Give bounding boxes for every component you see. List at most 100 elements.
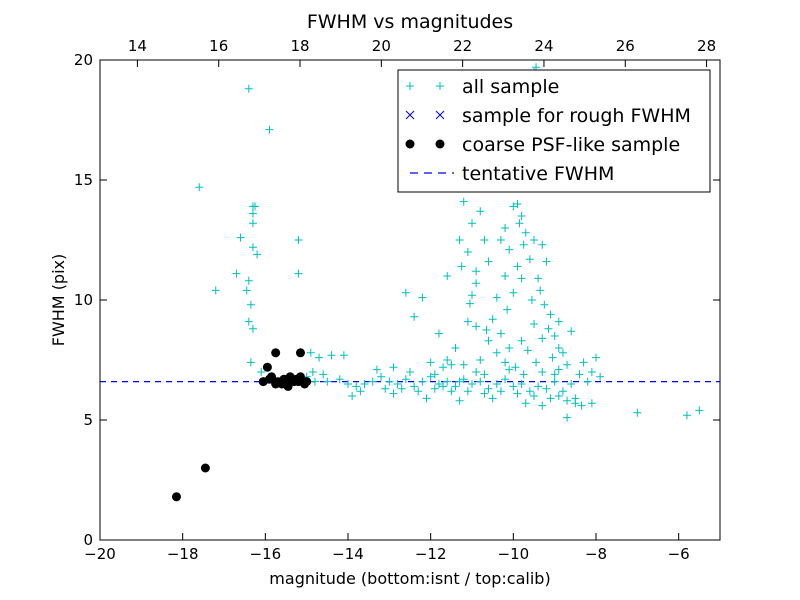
- x-tick-label: −8: [585, 545, 607, 563]
- all-sample-point: [527, 296, 536, 304]
- all-sample-point: [554, 344, 563, 352]
- all-sample-point: [563, 396, 572, 405]
- all-sample-point: [389, 389, 398, 398]
- legend-swatch-all-sample: [436, 82, 444, 90]
- psf-sample-point: [271, 348, 281, 358]
- all-sample-point: [509, 288, 518, 297]
- all-sample-point: [195, 183, 204, 192]
- legend-swatch-coarse-psf-like-sample: [435, 139, 445, 149]
- all-sample-point: [682, 411, 691, 420]
- series-all-sample: [195, 63, 704, 422]
- y-tick-label: 15: [74, 171, 93, 189]
- y-tick-label: 5: [83, 411, 93, 429]
- all-sample-point: [577, 401, 586, 410]
- all-sample-point: [482, 326, 491, 334]
- all-sample-point: [414, 387, 423, 396]
- all-sample-point: [546, 310, 555, 319]
- all-sample-point: [463, 317, 472, 326]
- legend-box: [397, 69, 711, 193]
- x-tick-label: −14: [332, 545, 364, 563]
- all-sample-point: [406, 368, 414, 376]
- all-sample-point: [418, 377, 427, 386]
- all-sample-point: [530, 320, 538, 328]
- all-sample-point: [327, 351, 336, 360]
- all-sample-point: [558, 387, 567, 396]
- all-sample-point: [550, 332, 559, 340]
- legend-label-tentative-fwhm: tentative FWHM: [462, 163, 614, 185]
- all-sample-point: [480, 389, 489, 398]
- all-sample-point: [401, 375, 410, 384]
- all-sample-point: [455, 377, 464, 386]
- psf-sample-point: [200, 463, 210, 473]
- x-tick-label: −16: [250, 545, 282, 563]
- all-sample-point: [315, 353, 324, 362]
- all-sample-point: [521, 399, 530, 408]
- all-sample-point: [567, 327, 576, 336]
- x-axis-label: magnitude (bottom:isnt / top:calib): [269, 569, 550, 588]
- psf-sample-point: [264, 374, 274, 384]
- all-sample-point: [410, 312, 419, 321]
- all-sample-point: [501, 375, 510, 384]
- all-sample-point: [339, 351, 348, 360]
- all-sample-point: [558, 348, 567, 357]
- all-sample-point: [554, 392, 563, 400]
- all-sample-point: [426, 358, 435, 367]
- legend-swatch-sample-for-rough-fwhm: [405, 110, 415, 120]
- all-sample-point: [294, 236, 303, 244]
- all-sample-point: [447, 360, 456, 369]
- all-sample-point: [393, 380, 402, 388]
- all-sample-point: [306, 348, 315, 357]
- all-sample-point: [513, 200, 522, 208]
- all-sample-point: [294, 269, 303, 278]
- all-sample-point: [377, 372, 386, 381]
- all-sample-point: [476, 377, 485, 386]
- top-x-tick-label: 18: [290, 37, 309, 55]
- all-sample-point: [509, 382, 518, 391]
- all-sample-point: [459, 360, 468, 369]
- all-sample-point: [310, 377, 319, 386]
- top-x-tick-label: 16: [209, 37, 228, 55]
- x-tick-label: −18: [167, 545, 199, 563]
- all-sample-point: [509, 202, 518, 211]
- all-sample-point: [633, 408, 642, 417]
- chart-title: FWHM vs magnitudes: [307, 11, 513, 33]
- all-sample-point: [265, 125, 274, 134]
- all-sample-point: [257, 368, 266, 376]
- all-sample-point: [563, 360, 572, 369]
- all-sample-point: [242, 286, 251, 295]
- all-sample-point: [472, 279, 481, 288]
- all-sample-point: [511, 363, 520, 372]
- all-sample-point: [434, 380, 443, 388]
- all-sample-point: [443, 356, 452, 364]
- all-sample-point: [501, 224, 510, 232]
- x-tick-label: −6: [668, 545, 690, 563]
- all-sample-point: [579, 358, 588, 367]
- all-sample-point: [480, 236, 489, 244]
- all-sample-point: [592, 353, 600, 362]
- all-sample-point: [463, 248, 472, 256]
- all-sample-point: [571, 394, 580, 403]
- all-sample-point: [484, 257, 493, 266]
- all-sample-point: [443, 377, 452, 386]
- all-sample-point: [455, 396, 464, 405]
- all-sample-point: [439, 363, 448, 372]
- psf-sample-point: [171, 492, 181, 502]
- all-sample-point: [356, 387, 365, 396]
- legend-swatch-sample-for-rough-fwhm: [435, 110, 445, 120]
- all-sample-point: [457, 262, 466, 271]
- all-sample-point: [236, 233, 245, 242]
- all-sample-point: [587, 368, 596, 376]
- series-coarse-psf-like-sample: [171, 348, 312, 502]
- all-sample-point: [459, 197, 468, 206]
- all-sample-point: [410, 382, 419, 391]
- all-sample-point: [232, 269, 241, 278]
- all-sample-point: [472, 322, 481, 331]
- all-sample-point: [525, 255, 534, 264]
- all-sample-point: [476, 207, 485, 216]
- all-sample-point: [463, 387, 472, 396]
- all-sample-point: [505, 365, 514, 374]
- all-sample-point: [536, 286, 545, 295]
- all-sample-point: [308, 368, 317, 376]
- all-sample-point: [455, 236, 464, 244]
- all-sample-point: [348, 392, 357, 400]
